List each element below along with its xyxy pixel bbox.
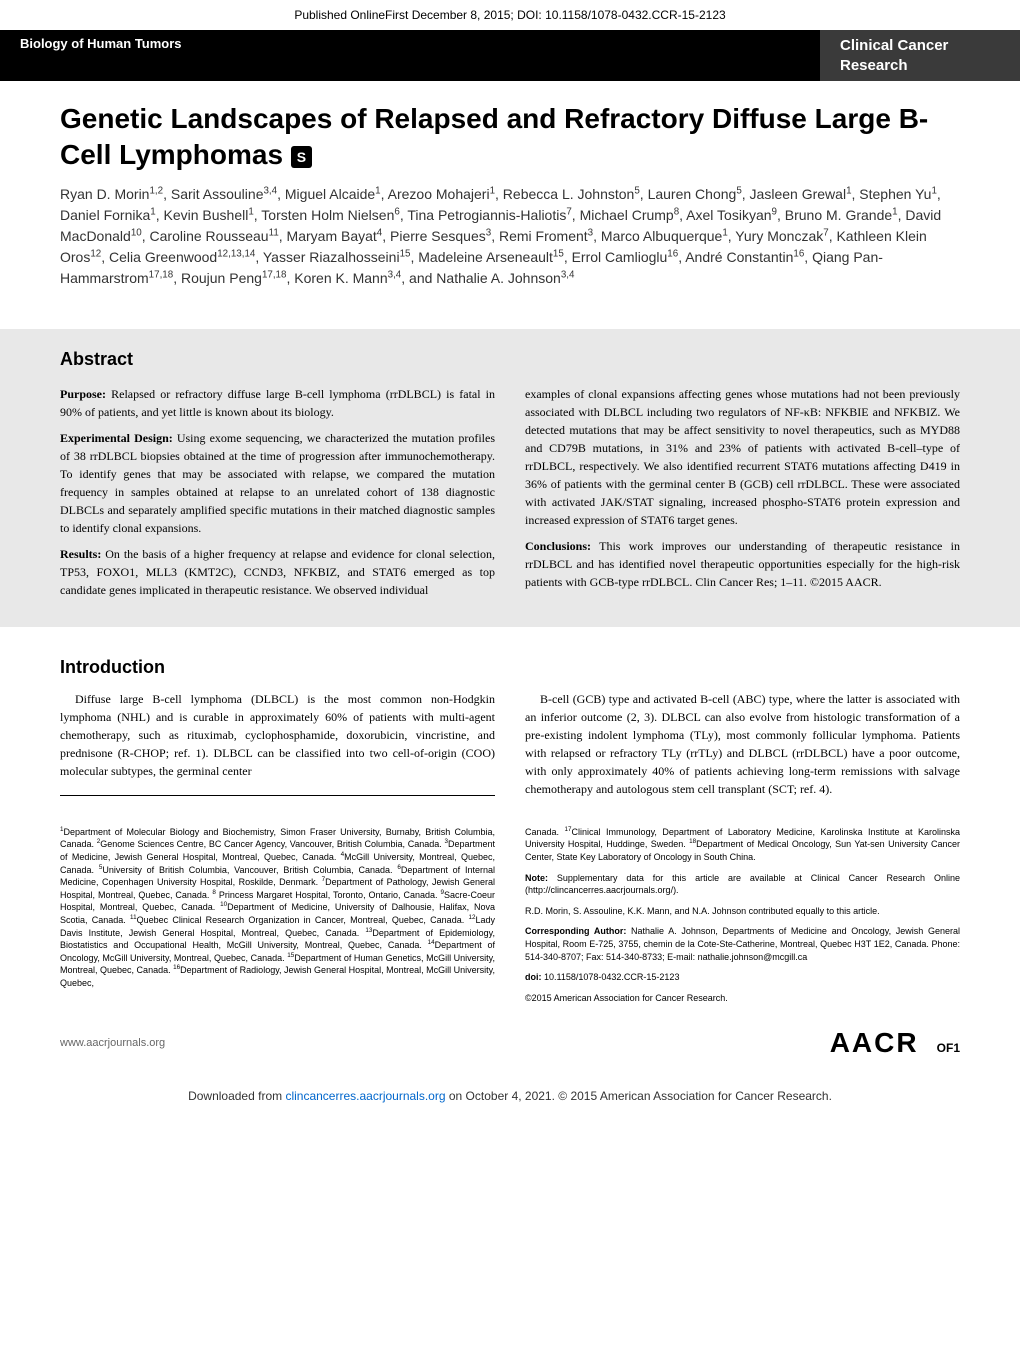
title-section: Genetic Landscapes of Relapsed and Refra… xyxy=(0,81,1020,329)
abstract-section: Abstract Purpose: Relapsed or refractory… xyxy=(0,329,1020,627)
abstract-right-p1: examples of clonal expansions affecting … xyxy=(525,385,960,529)
journal-name: Clinical Cancer Research xyxy=(820,30,1020,81)
intro-left-column: Diffuse large B-cell lymphoma (DLBCL) is… xyxy=(60,690,495,806)
aacr-logo: AACR xyxy=(830,1027,919,1058)
download-link[interactable]: clincancerres.aacrjournals.org xyxy=(285,1089,445,1103)
abstract-purpose: Purpose: Relapsed or refractory diffuse … xyxy=(60,385,495,421)
supplementary-icon: S xyxy=(291,146,312,168)
abstract-left-column: Purpose: Relapsed or refractory diffuse … xyxy=(60,385,495,607)
introduction-section: Introduction Diffuse large B-cell lympho… xyxy=(0,627,1020,826)
affiliations-section: 1Department of Molecular Biology and Bio… xyxy=(0,826,1020,1013)
footer-url: www.aacrjournals.org xyxy=(60,1037,165,1049)
article-title: Genetic Landscapes of Relapsed and Refra… xyxy=(60,101,960,174)
abstract-right-column: examples of clonal expansions affecting … xyxy=(525,385,960,607)
intro-left-text: Diffuse large B-cell lymphoma (DLBCL) is… xyxy=(60,690,495,780)
introduction-heading: Introduction xyxy=(60,657,960,678)
online-first-header: Published OnlineFirst December 8, 2015; … xyxy=(0,0,1020,30)
corresponding-author: Corresponding Author: Nathalie A. Johnso… xyxy=(525,925,960,963)
header-bar: Biology of Human Tumors Clinical Cancer … xyxy=(0,30,1020,81)
affil-continued: Canada. 17Clinical Immunology, Departmen… xyxy=(525,826,960,864)
abstract-conclusions: Conclusions: This work improves our unde… xyxy=(525,537,960,591)
download-prefix: Downloaded from xyxy=(188,1089,285,1103)
download-note: Downloaded from clincancerres.aacrjourna… xyxy=(0,1074,1020,1118)
abstract-heading: Abstract xyxy=(60,349,960,370)
abstract-columns: Purpose: Relapsed or refractory diffuse … xyxy=(60,385,960,607)
divider xyxy=(60,795,495,796)
footer-right-group: AACR OF1 xyxy=(830,1027,960,1059)
title-text: Genetic Landscapes of Relapsed and Refra… xyxy=(60,103,928,170)
abstract-results: Results: On the basis of a higher freque… xyxy=(60,545,495,599)
affiliations-left: 1Department of Molecular Biology and Bio… xyxy=(60,826,495,1013)
doi: doi: 10.1158/1078-0432.CCR-15-2123 xyxy=(525,971,960,984)
intro-right-text: B-cell (GCB) type and activated B-cell (… xyxy=(525,690,960,798)
supplementary-note: Note: Supplementary data for this articl… xyxy=(525,872,960,897)
contribution-note: R.D. Morin, S. Assouline, K.K. Mann, and… xyxy=(525,905,960,918)
affiliations-right: Canada. 17Clinical Immunology, Departmen… xyxy=(525,826,960,1013)
intro-right-column: B-cell (GCB) type and activated B-cell (… xyxy=(525,690,960,806)
abstract-design: Experimental Design: Using exome sequenc… xyxy=(60,429,495,537)
footer-bar: www.aacrjournals.org AACR OF1 xyxy=(0,1012,1020,1074)
download-suffix: on October 4, 2021. © 2015 American Asso… xyxy=(446,1089,832,1103)
page-number: OF1 xyxy=(937,1041,960,1055)
copyright: ©2015 American Association for Cancer Re… xyxy=(525,992,960,1005)
section-label: Biology of Human Tumors xyxy=(0,30,820,81)
authors-list: Ryan D. Morin1,2, Sarit Assouline3,4, Mi… xyxy=(60,184,960,289)
intro-columns: Diffuse large B-cell lymphoma (DLBCL) is… xyxy=(60,690,960,806)
